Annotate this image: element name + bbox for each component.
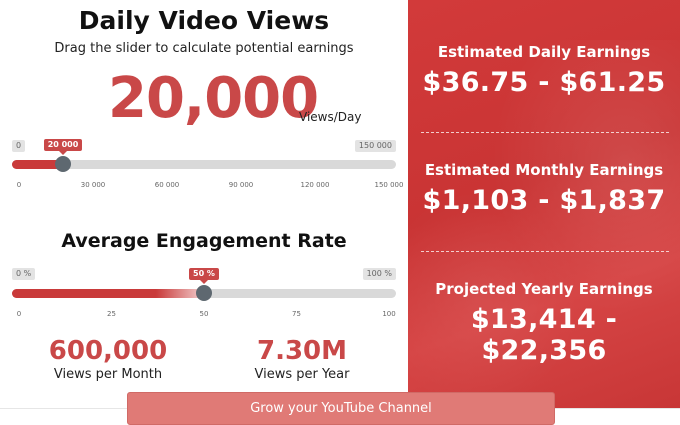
yearly-views-value: 7.30M xyxy=(256,336,348,366)
daily-earnings: Estimated Daily Earnings $36.75 - $61.25 xyxy=(408,43,680,98)
monthly-earnings-value: $1,103 - $1,837 xyxy=(422,185,666,216)
views-slider-track[interactable] xyxy=(12,156,396,172)
views-min-label: 0 xyxy=(12,140,26,152)
engagement-slider-fill xyxy=(12,289,204,298)
daily-earnings-label: Estimated Daily Earnings xyxy=(437,43,651,61)
daily-views-value: 20,000 xyxy=(108,66,319,131)
monthly-views-label: Views per Month xyxy=(53,367,163,382)
monthly-earnings: Estimated Monthly Earnings $1,103 - $1,8… xyxy=(408,161,680,216)
slider-tick-label: 30 000 xyxy=(80,181,106,189)
monthly-earnings-label: Estimated Monthly Earnings xyxy=(424,161,664,179)
earnings-divider xyxy=(421,132,669,133)
earnings-divider xyxy=(421,251,669,252)
slider-tick-label: 75 xyxy=(292,310,301,318)
earnings-panel xyxy=(408,0,680,408)
views-slider-fill xyxy=(12,160,64,169)
slider-tick-label: 50 xyxy=(199,310,209,318)
engagement-slider-handle[interactable] xyxy=(196,285,212,301)
views-title: Daily Video Views xyxy=(78,6,330,35)
monthly-views-value: 600,000 xyxy=(48,336,168,366)
yearly-views-label: Views per Year xyxy=(254,367,350,382)
daily-views-unit: Views/Day xyxy=(299,110,362,124)
engagement-value-label: 50 % xyxy=(189,268,219,284)
views-max-label: 150 000 xyxy=(354,140,396,152)
views-slider-handle[interactable] xyxy=(55,156,72,172)
yearly-views-stat: 7.30M Views per Year xyxy=(222,336,382,382)
yearly-earnings-label: Projected Yearly Earnings xyxy=(435,280,653,298)
slider-tick-label: 120 000 xyxy=(300,181,330,189)
views-value-label: 20 000 xyxy=(43,139,83,155)
slider-tick-label: 0 xyxy=(16,310,22,318)
engagement-title: Average Engagement Rate xyxy=(61,230,347,252)
daily-earnings-value: $36.75 - $61.25 xyxy=(422,67,666,98)
slider-tick-label: 150 000 xyxy=(374,181,404,189)
monthly-views-stat: 600,000 Views per Month xyxy=(28,336,188,382)
slider-tick-label: 90 000 xyxy=(228,181,254,189)
slider-tick-label: 60 000 xyxy=(154,181,180,189)
slider-tick-label: 25 xyxy=(107,310,116,318)
grow-channel-button[interactable]: Grow your YouTube Channel xyxy=(127,392,555,425)
slider-tick-label: 0 xyxy=(16,181,22,189)
calculator-panel: Daily Video Views Drag the slider to cal… xyxy=(12,6,404,382)
views-subtitle: Drag the slider to calculate potential e… xyxy=(54,41,354,56)
yearly-earnings: Projected Yearly Earnings $13,414 - $22,… xyxy=(408,280,680,366)
yearly-earnings-value: $13,414 - $22,356 xyxy=(470,304,618,366)
slider-tick-label: 100 xyxy=(382,310,396,318)
engagement-max-label: 100 % xyxy=(362,268,396,280)
engagement-slider-track[interactable] xyxy=(12,285,396,301)
engagement-min-label: 0 % xyxy=(12,268,36,280)
